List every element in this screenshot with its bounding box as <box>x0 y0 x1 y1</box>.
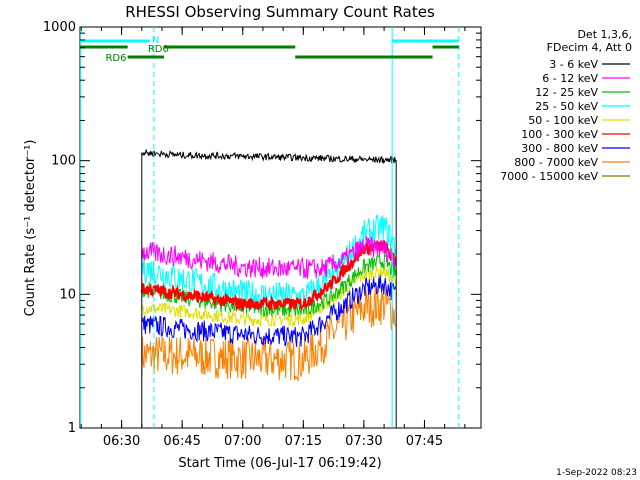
y-tick-label: 1 <box>68 421 76 436</box>
axes: 06:30 06:45 07:00 07:15 07:30 07:45 1 10 100 1000 <box>43 20 481 449</box>
legend-label: 6 - 12 keV <box>542 72 598 85</box>
y-axis-label: Count Rate (s⁻¹ detector⁻¹) <box>23 140 38 317</box>
series-line-800to7000keV <box>141 285 396 382</box>
footer-timestamp: 1-Sep-2022 08:23 <box>556 468 637 478</box>
data-layer <box>140 149 397 428</box>
x-tick-label: 07:45 <box>406 434 443 449</box>
x-tick-label: 06:30 <box>103 434 140 449</box>
legend-label: 7000 - 15000 keV <box>500 170 598 183</box>
chart-title: RHESSI Observing Summary Count Rates <box>125 3 435 21</box>
y-tick-label: 1000 <box>43 20 76 35</box>
legend-label: 12 - 25 keV <box>535 86 598 99</box>
x-tick-label: 07:15 <box>285 434 322 449</box>
legend-label: 800 - 7000 keV <box>514 156 598 169</box>
series-line-25to50keV <box>141 214 396 310</box>
series-line-3to6keV <box>141 149 396 165</box>
legend-label: 300 - 800 keV <box>521 142 598 155</box>
series-line-6to12keV <box>141 236 396 279</box>
x-tick-label: 07:30 <box>345 434 382 449</box>
flag-label-n: N <box>152 35 159 46</box>
x-tick-label: 06:45 <box>163 434 200 449</box>
legend-label: 50 - 100 keV <box>528 114 598 127</box>
series-line-50to100keV <box>141 265 396 328</box>
series-line-100to300keV <box>140 239 397 314</box>
flag-label-rd6: RD6 <box>105 53 126 64</box>
series-line-300to800keV <box>141 274 396 347</box>
plot-frame <box>79 26 482 429</box>
y-tick-label: 10 <box>59 287 76 302</box>
legend-header: Det 1,3,6, <box>577 28 632 41</box>
y-tick-label: 100 <box>51 154 76 169</box>
legend-label: 3 - 6 keV <box>549 58 598 71</box>
legend-header: FDecim 4, Att 0 <box>547 41 632 54</box>
flag-label-rd0: RD0 <box>148 44 169 55</box>
legend-label: 25 - 50 keV <box>535 100 598 113</box>
legend-label: 100 - 300 keV <box>521 128 598 141</box>
x-tick-label: 07:00 <box>224 434 261 449</box>
x-axis-label: Start Time (06-Jul-17 06:19:42) <box>178 456 381 471</box>
